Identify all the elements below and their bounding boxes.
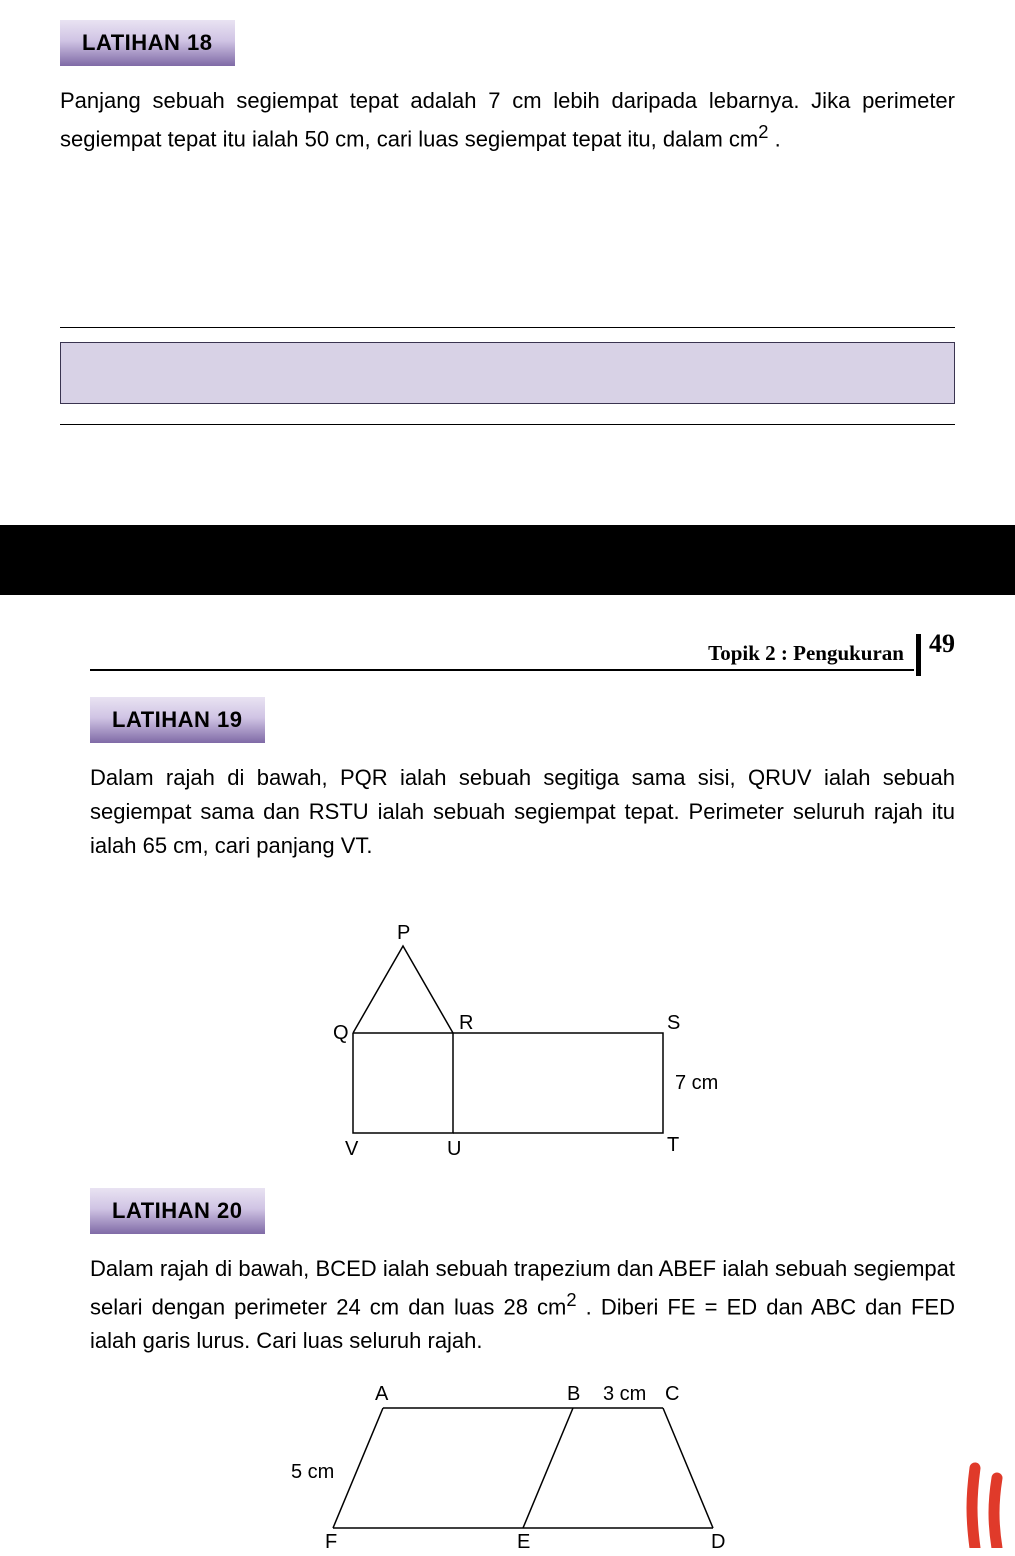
page-number: 49 [929, 629, 955, 659]
red-annotation-icon [945, 1458, 1015, 1548]
label-B: B [567, 1383, 580, 1405]
label-7cm: 7 cm [675, 1072, 718, 1094]
label-A: A [375, 1383, 389, 1405]
topic-header: Topik 2 : Pengukuran 49 [90, 629, 955, 671]
label-5cm: 5 cm [291, 1461, 334, 1483]
label-Q: Q [333, 1022, 349, 1044]
page-separator [0, 525, 1015, 595]
label-F: F [325, 1531, 337, 1548]
latihan-19-badge: LATIHAN 19 [90, 697, 265, 743]
latihan-20-figure: A B C D E F 5 cm 3 cm [90, 1368, 955, 1548]
label-P: P [397, 922, 410, 944]
text-part: Panjang sebuah segiempat tepat adalah 7 … [60, 88, 955, 151]
latihan-20-text: Dalam rajah di bawah, BCED ialah sebuah … [90, 1252, 955, 1359]
label-3cm: 3 cm [603, 1383, 646, 1405]
latihan-19-figure: P Q R S T U V 7 cm [90, 873, 955, 1163]
label-E: E [517, 1531, 530, 1548]
label-S: S [667, 1012, 680, 1034]
latihan-18-text: Panjang sebuah segiempat tepat adalah 7 … [60, 84, 955, 157]
label-V: V [345, 1138, 359, 1160]
label-R: R [459, 1012, 473, 1034]
label-U: U [447, 1138, 461, 1160]
latihan-18-badge: LATIHAN 18 [60, 20, 235, 66]
superscript: 2 [566, 1289, 576, 1310]
answer-box [60, 342, 955, 404]
label-C: C [665, 1383, 679, 1405]
text-part: . [768, 126, 780, 151]
label-T: T [667, 1134, 679, 1156]
topic-label: Topik 2 : Pengukuran [698, 639, 914, 671]
latihan-19-text: Dalam rajah di bawah, PQR ialah sebuah s… [90, 761, 955, 863]
label-D: D [711, 1531, 725, 1548]
superscript: 2 [758, 121, 768, 142]
latihan-20-badge: LATIHAN 20 [90, 1188, 265, 1234]
